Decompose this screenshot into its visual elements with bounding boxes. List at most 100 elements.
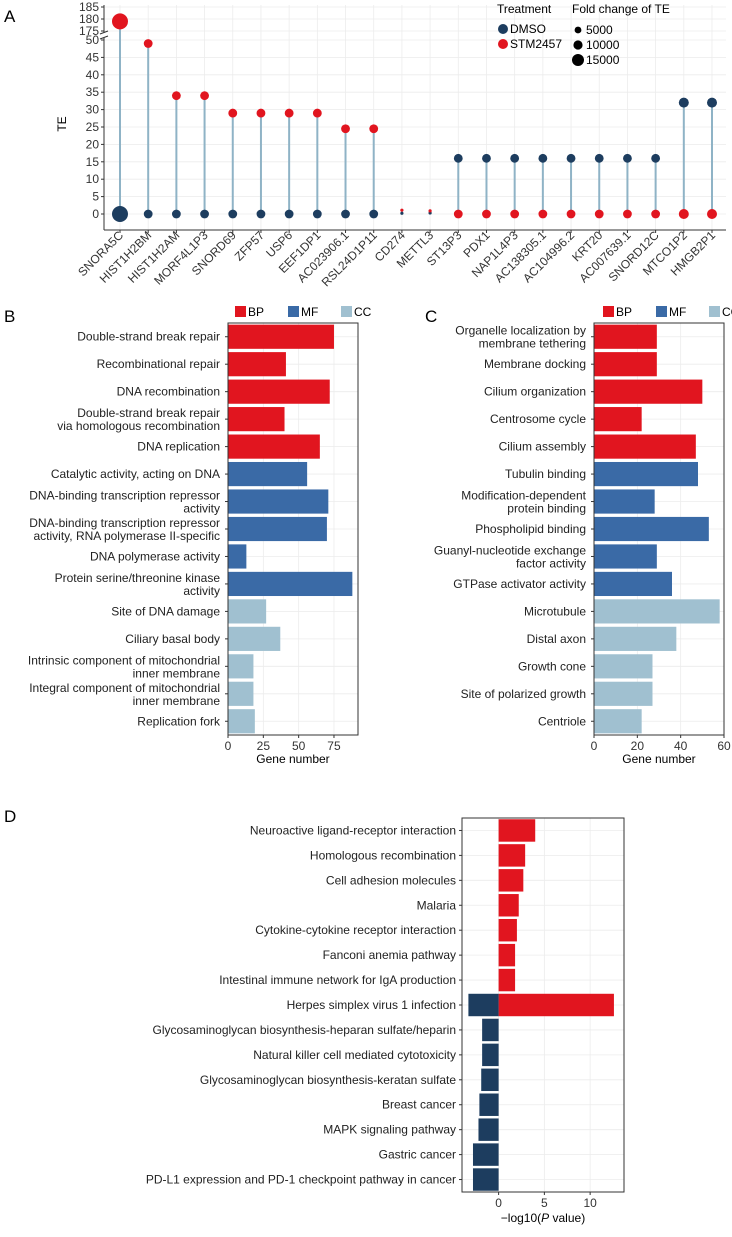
panel-a-stm2457-point xyxy=(678,209,689,219)
panel-a-dmso-point xyxy=(369,209,379,219)
panel-c-legend-swatch-mf xyxy=(656,306,667,317)
panel-c-bar-bp xyxy=(594,434,696,459)
panel-c-category-label: Site of polarized growth xyxy=(461,687,586,701)
panel-a-legend-size-label: 5000 xyxy=(586,23,613,37)
panel-a-y-tick-label: 40 xyxy=(86,68,100,82)
panel-a-y-tick-label: 30 xyxy=(86,103,100,117)
panel-a-dmso-point xyxy=(510,153,520,163)
panel-d-bar-down xyxy=(472,1143,499,1166)
panel-d-x-tick-label: 10 xyxy=(583,1196,597,1210)
panel-c-legend-swatch-bp xyxy=(603,306,614,317)
panel-a-y-tick-label: 180 xyxy=(79,12,99,26)
panel-c-x-axis-title: Gene number xyxy=(622,752,695,766)
panel-b-category-label: DNA-binding transcription repressor xyxy=(29,489,220,503)
panel-a-dmso-point xyxy=(284,209,294,219)
panel-a-dmso-point xyxy=(594,153,604,163)
panel-b-x-tick-label: 25 xyxy=(257,739,271,753)
panel-a-stm2457-point xyxy=(538,209,548,219)
panel-b-category-label: Double-strand break repair xyxy=(77,406,220,420)
panel-d-bar-down xyxy=(482,1043,499,1067)
panel-a-y-tick-label: 25 xyxy=(86,120,100,134)
panel-a-dmso-point xyxy=(112,206,128,222)
panel-b-category-label: activity xyxy=(183,502,220,516)
panel-a-axis-break-mark xyxy=(99,30,109,35)
panel-a-dmso-point xyxy=(256,209,266,219)
panel-d-category-label: Breast cancer xyxy=(382,1098,456,1112)
panel-a-dmso-point xyxy=(200,209,209,219)
panel-c-legend: BP MF CC xyxy=(603,305,732,319)
panel-a-dmso-point xyxy=(312,209,322,219)
panel-c-bar-mf xyxy=(594,544,657,569)
panel-c-category-label: Centrosome cycle xyxy=(490,412,586,426)
panel-d-x-axis-title: −log10(P value) xyxy=(501,1211,585,1225)
panel-a-legend-dmso-dot xyxy=(498,24,508,34)
panel-c-category-label: Centriole xyxy=(538,714,586,728)
panel-c-legend-swatch-cc xyxy=(709,306,720,317)
panel-c-category-label: Distal axon xyxy=(527,632,586,646)
panel-b-category-label: DNA replication xyxy=(137,440,220,454)
panel-a-dmso-point xyxy=(651,153,661,163)
panel-a-dmso-point xyxy=(538,153,548,163)
panel-b-bar-cc xyxy=(228,626,281,651)
panel-c-category-label: factor activity xyxy=(516,556,586,570)
panel-b-plot-border xyxy=(227,322,359,736)
panel-b-x-tick-label: 0 xyxy=(225,739,232,753)
panel-c-bar-mf xyxy=(594,571,672,597)
panel-c-bar-bp xyxy=(594,352,657,377)
panel-c-bar-bp xyxy=(594,379,703,404)
panel-d-category-label: Gastric cancer xyxy=(379,1148,456,1162)
panel-b-x-tick-label: 50 xyxy=(292,739,306,753)
panel-b-category-label: Replication fork xyxy=(137,714,221,728)
panel-a-y-tick-label: 0 xyxy=(92,207,99,221)
panel-d-bar-up xyxy=(498,844,526,867)
panel-c-legend-label-bp: BP xyxy=(616,305,632,319)
panel-a-stm2457-point xyxy=(707,209,717,219)
panel-b-category-label: Intrinsic component of mitochondrial xyxy=(28,653,220,667)
panel-b-category-label: DNA recombination xyxy=(117,385,220,399)
panel-c-bar-cc xyxy=(594,654,653,679)
panel-c-category-label: Cilium assembly xyxy=(499,440,586,454)
panel-d-category-label: Glycosaminoglycan biosynthesis-heparan s… xyxy=(152,1023,456,1037)
panel-b-bar-mf xyxy=(228,571,353,597)
panel-b-bar-mf xyxy=(228,461,308,487)
panel-c-category-label: Guanyl-nucleotide exchange xyxy=(434,543,586,557)
panel-a-stm2457-point xyxy=(594,209,604,219)
panel-b-bar-bp xyxy=(228,324,334,349)
panel-b-category-label: activity xyxy=(183,584,220,598)
panel-c-category-label: Organelle localization by xyxy=(455,324,586,338)
panel-d-bar-up xyxy=(498,993,614,1017)
panel-a-y-tick-label: 185 xyxy=(79,0,99,14)
panel-d-category-label: Intestinal immune network for IgA produc… xyxy=(219,973,456,987)
panel-a-stm2457-point xyxy=(453,209,463,219)
panel-b-bar-cc xyxy=(228,654,254,679)
panel-b-bar-bp xyxy=(228,434,320,459)
panel-a-legend-size-dot xyxy=(572,54,584,66)
panel-c-x-tick-label: 60 xyxy=(717,739,731,753)
panel-a-y-tick-label: 5 xyxy=(92,190,99,204)
panel-c-legend-label-mf: MF xyxy=(669,305,686,319)
panel-d-x-axis-title-part: P xyxy=(541,1211,549,1225)
panel-d-category-label: Natural killer cell mediated cytotoxicit… xyxy=(253,1048,456,1062)
panel-c-bar-bp xyxy=(594,324,657,349)
panel-d-category-label: Malaria xyxy=(417,898,457,912)
panel-b-category-label: inner membrane xyxy=(133,694,221,708)
panel-a-legend-size-dot xyxy=(573,40,583,50)
panel-a-y-tick-label: 15 xyxy=(86,155,100,169)
panel-c-bar-cc xyxy=(594,626,677,651)
panel-a-stm2457-point xyxy=(623,209,632,219)
panel-b-x-tick-label: 75 xyxy=(327,739,341,753)
panel-d-category-label: Homologous recombination xyxy=(310,848,456,862)
panel-a-stm2457-point xyxy=(510,209,520,219)
panel-a-dmso-point xyxy=(707,97,717,108)
panel-d-category-label: Herpes simplex virus 1 infection xyxy=(287,998,456,1012)
panel-d-bar-down xyxy=(468,993,499,1017)
panel-d-bar-down xyxy=(472,1168,499,1191)
panel-b-legend-label-bp: BP xyxy=(248,305,264,319)
panel-b-legend-swatch-bp xyxy=(235,306,246,317)
panel-b-category-label: Integral component of mitochondrial xyxy=(29,681,220,695)
panel-b-legend-label-cc: CC xyxy=(354,305,372,319)
panel-c-category-label: Phospholipid binding xyxy=(475,522,586,536)
panel-a-stm2457-point xyxy=(112,13,128,30)
panel-a-legend-stm2457-label: STM2457 xyxy=(510,37,562,51)
